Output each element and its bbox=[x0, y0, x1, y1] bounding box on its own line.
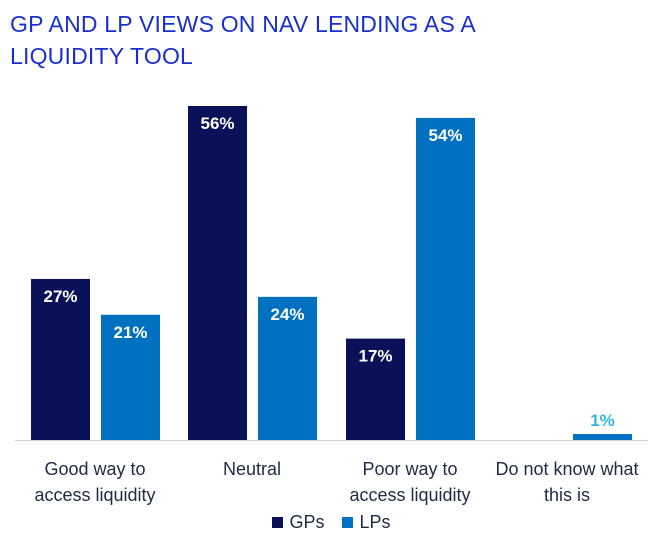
bar-gps-1 bbox=[188, 106, 247, 440]
bar-lps-3 bbox=[573, 434, 632, 440]
bar-gps-0 bbox=[31, 278, 90, 440]
legend-swatch-gps bbox=[272, 517, 284, 528]
data-label-lps-1: 24% bbox=[270, 305, 304, 324]
legend-label-gps: GPs bbox=[289, 512, 325, 532]
x-tick-label-2: Poor way to access liquidity bbox=[349, 459, 470, 505]
data-label-gps-0: 27% bbox=[43, 287, 77, 306]
x-tick-label-0: Good way to access liquidity bbox=[34, 459, 155, 505]
chart-title-line-2: LIQUIDITY TOOL bbox=[10, 43, 194, 69]
bar-lps-1 bbox=[258, 296, 317, 440]
bar-lps-0 bbox=[101, 314, 160, 440]
legend-item-gps: GPs bbox=[272, 512, 324, 533]
legend-item-lps: LPs bbox=[342, 512, 391, 533]
chart-legend: GPs LPs bbox=[0, 512, 663, 533]
data-label-lps-0: 21% bbox=[113, 323, 147, 342]
data-label-lps-2: 54% bbox=[428, 126, 462, 145]
bar-lps-2 bbox=[416, 117, 475, 440]
legend-swatch-lps bbox=[342, 517, 354, 528]
bar-gps-2 bbox=[346, 338, 405, 440]
data-label-lps-3: 1% bbox=[590, 411, 615, 430]
data-label-gps-1: 56% bbox=[200, 114, 234, 133]
x-tick-label-3: Do not know what this is bbox=[495, 459, 638, 505]
x-tick-label-1: Neutral bbox=[223, 459, 281, 479]
data-label-gps-2: 17% bbox=[358, 347, 392, 366]
legend-label-lps: LPs bbox=[359, 512, 391, 532]
chart-title: GP AND LP VIEWS ON NAV LENDING AS A LIQU… bbox=[10, 8, 610, 72]
chart-title-line-1: GP AND LP VIEWS ON NAV LENDING AS A bbox=[10, 11, 476, 37]
